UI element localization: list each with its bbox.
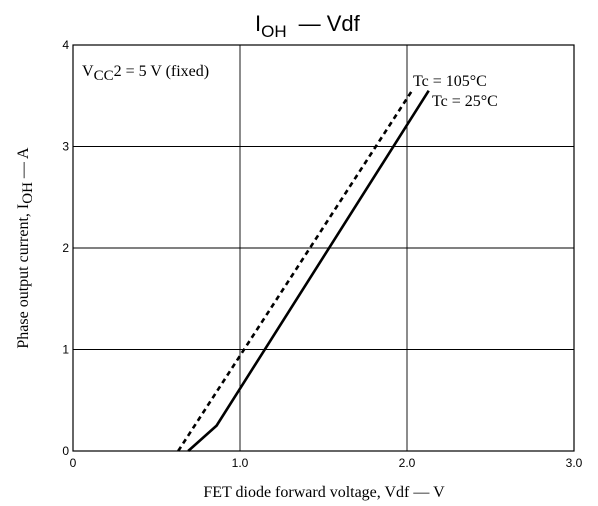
tick-labels: 0 1.0 2.0 3.0 0 1 2 3 4	[62, 38, 582, 470]
y-tick-label-0: 0	[62, 444, 69, 458]
x-tick-label-0: 0	[70, 456, 77, 470]
series-lines	[177, 89, 430, 452]
y-axis-label: Phase output current, IOH — A	[15, 147, 36, 349]
y-tick-label-3: 3	[62, 140, 69, 154]
x-axis-label: FET diode forward voltage, Vdf — V	[203, 484, 445, 501]
gridlines	[73, 45, 574, 451]
y-tick-label-1: 1	[62, 343, 69, 357]
chart-title: IOH — Vdf	[255, 11, 361, 41]
condition-annotation: VCC2 = 5 V (fixed)	[82, 63, 209, 84]
series-line-0	[177, 89, 414, 452]
series-label-25c: Tc = 25°C	[432, 93, 498, 110]
x-tick-label-2: 2.0	[399, 456, 416, 470]
series-label-105c: Tc = 105°C	[413, 73, 487, 90]
x-tick-label-1: 1.0	[232, 456, 249, 470]
series-line-1	[187, 90, 430, 452]
y-tick-label-2: 2	[62, 241, 69, 255]
x-tick-label-3: 3.0	[566, 456, 583, 470]
y-tick-label-4: 4	[62, 38, 69, 52]
